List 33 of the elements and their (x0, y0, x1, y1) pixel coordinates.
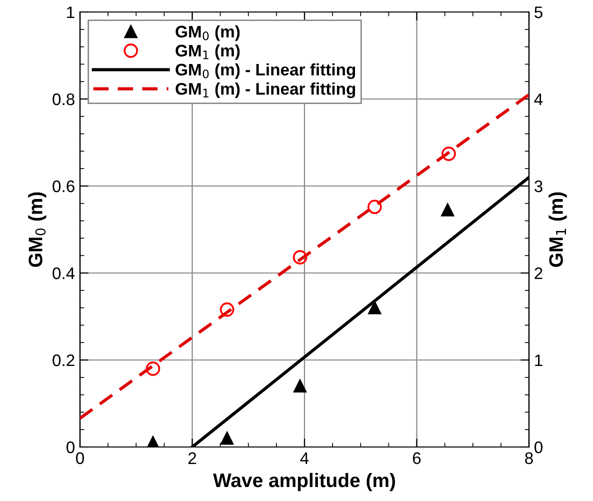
y2-tick-label: 0 (534, 441, 542, 454)
y-tick-label: 0.6 (52, 180, 74, 192)
legend-label: GM$_{0}$ (m) - Linear fitting (176, 63, 356, 79)
point (368, 200, 382, 214)
x-tick-label: 8 (525, 452, 533, 464)
point (220, 302, 234, 317)
point (220, 432, 234, 445)
y2-tick-label: 4 (534, 94, 543, 106)
point (441, 203, 454, 216)
x-axis-title: Wave amplitude (m) (213, 472, 396, 492)
y-tick-label: 0.2 (52, 354, 74, 366)
legend-label: GM$_{1}$ (m) (176, 44, 240, 60)
point (368, 301, 382, 314)
y-axis-title: GM$_{0}$ (m) (28, 192, 46, 267)
x-tick-label: 6 (412, 452, 421, 464)
legend-label: GM$_{1}$ (m) - Linear fitting (176, 82, 356, 98)
y2-axis-title: GM$_{1}$ (m) (548, 192, 567, 267)
y2-tick-label: 3 (534, 180, 542, 192)
point (292, 250, 308, 264)
y2-tick-label: 2 (534, 267, 542, 280)
y-tick-label: 0 (66, 441, 74, 454)
y2-tick-label: 5 (534, 6, 542, 18)
y-tick-label: 0.4 (52, 267, 75, 280)
point (146, 362, 160, 376)
legend-label: GM$_{0}$ (m) (176, 25, 240, 41)
point (442, 146, 456, 161)
point (294, 380, 306, 393)
y-tick-label: 1 (67, 6, 74, 18)
x-tick-label: 2 (188, 452, 196, 464)
y-tick-label: 0.8 (52, 93, 74, 106)
x-tick-label: 4 (300, 452, 309, 464)
x-tick-label: 0 (76, 452, 84, 464)
y2-tick-label: 1 (535, 354, 542, 366)
